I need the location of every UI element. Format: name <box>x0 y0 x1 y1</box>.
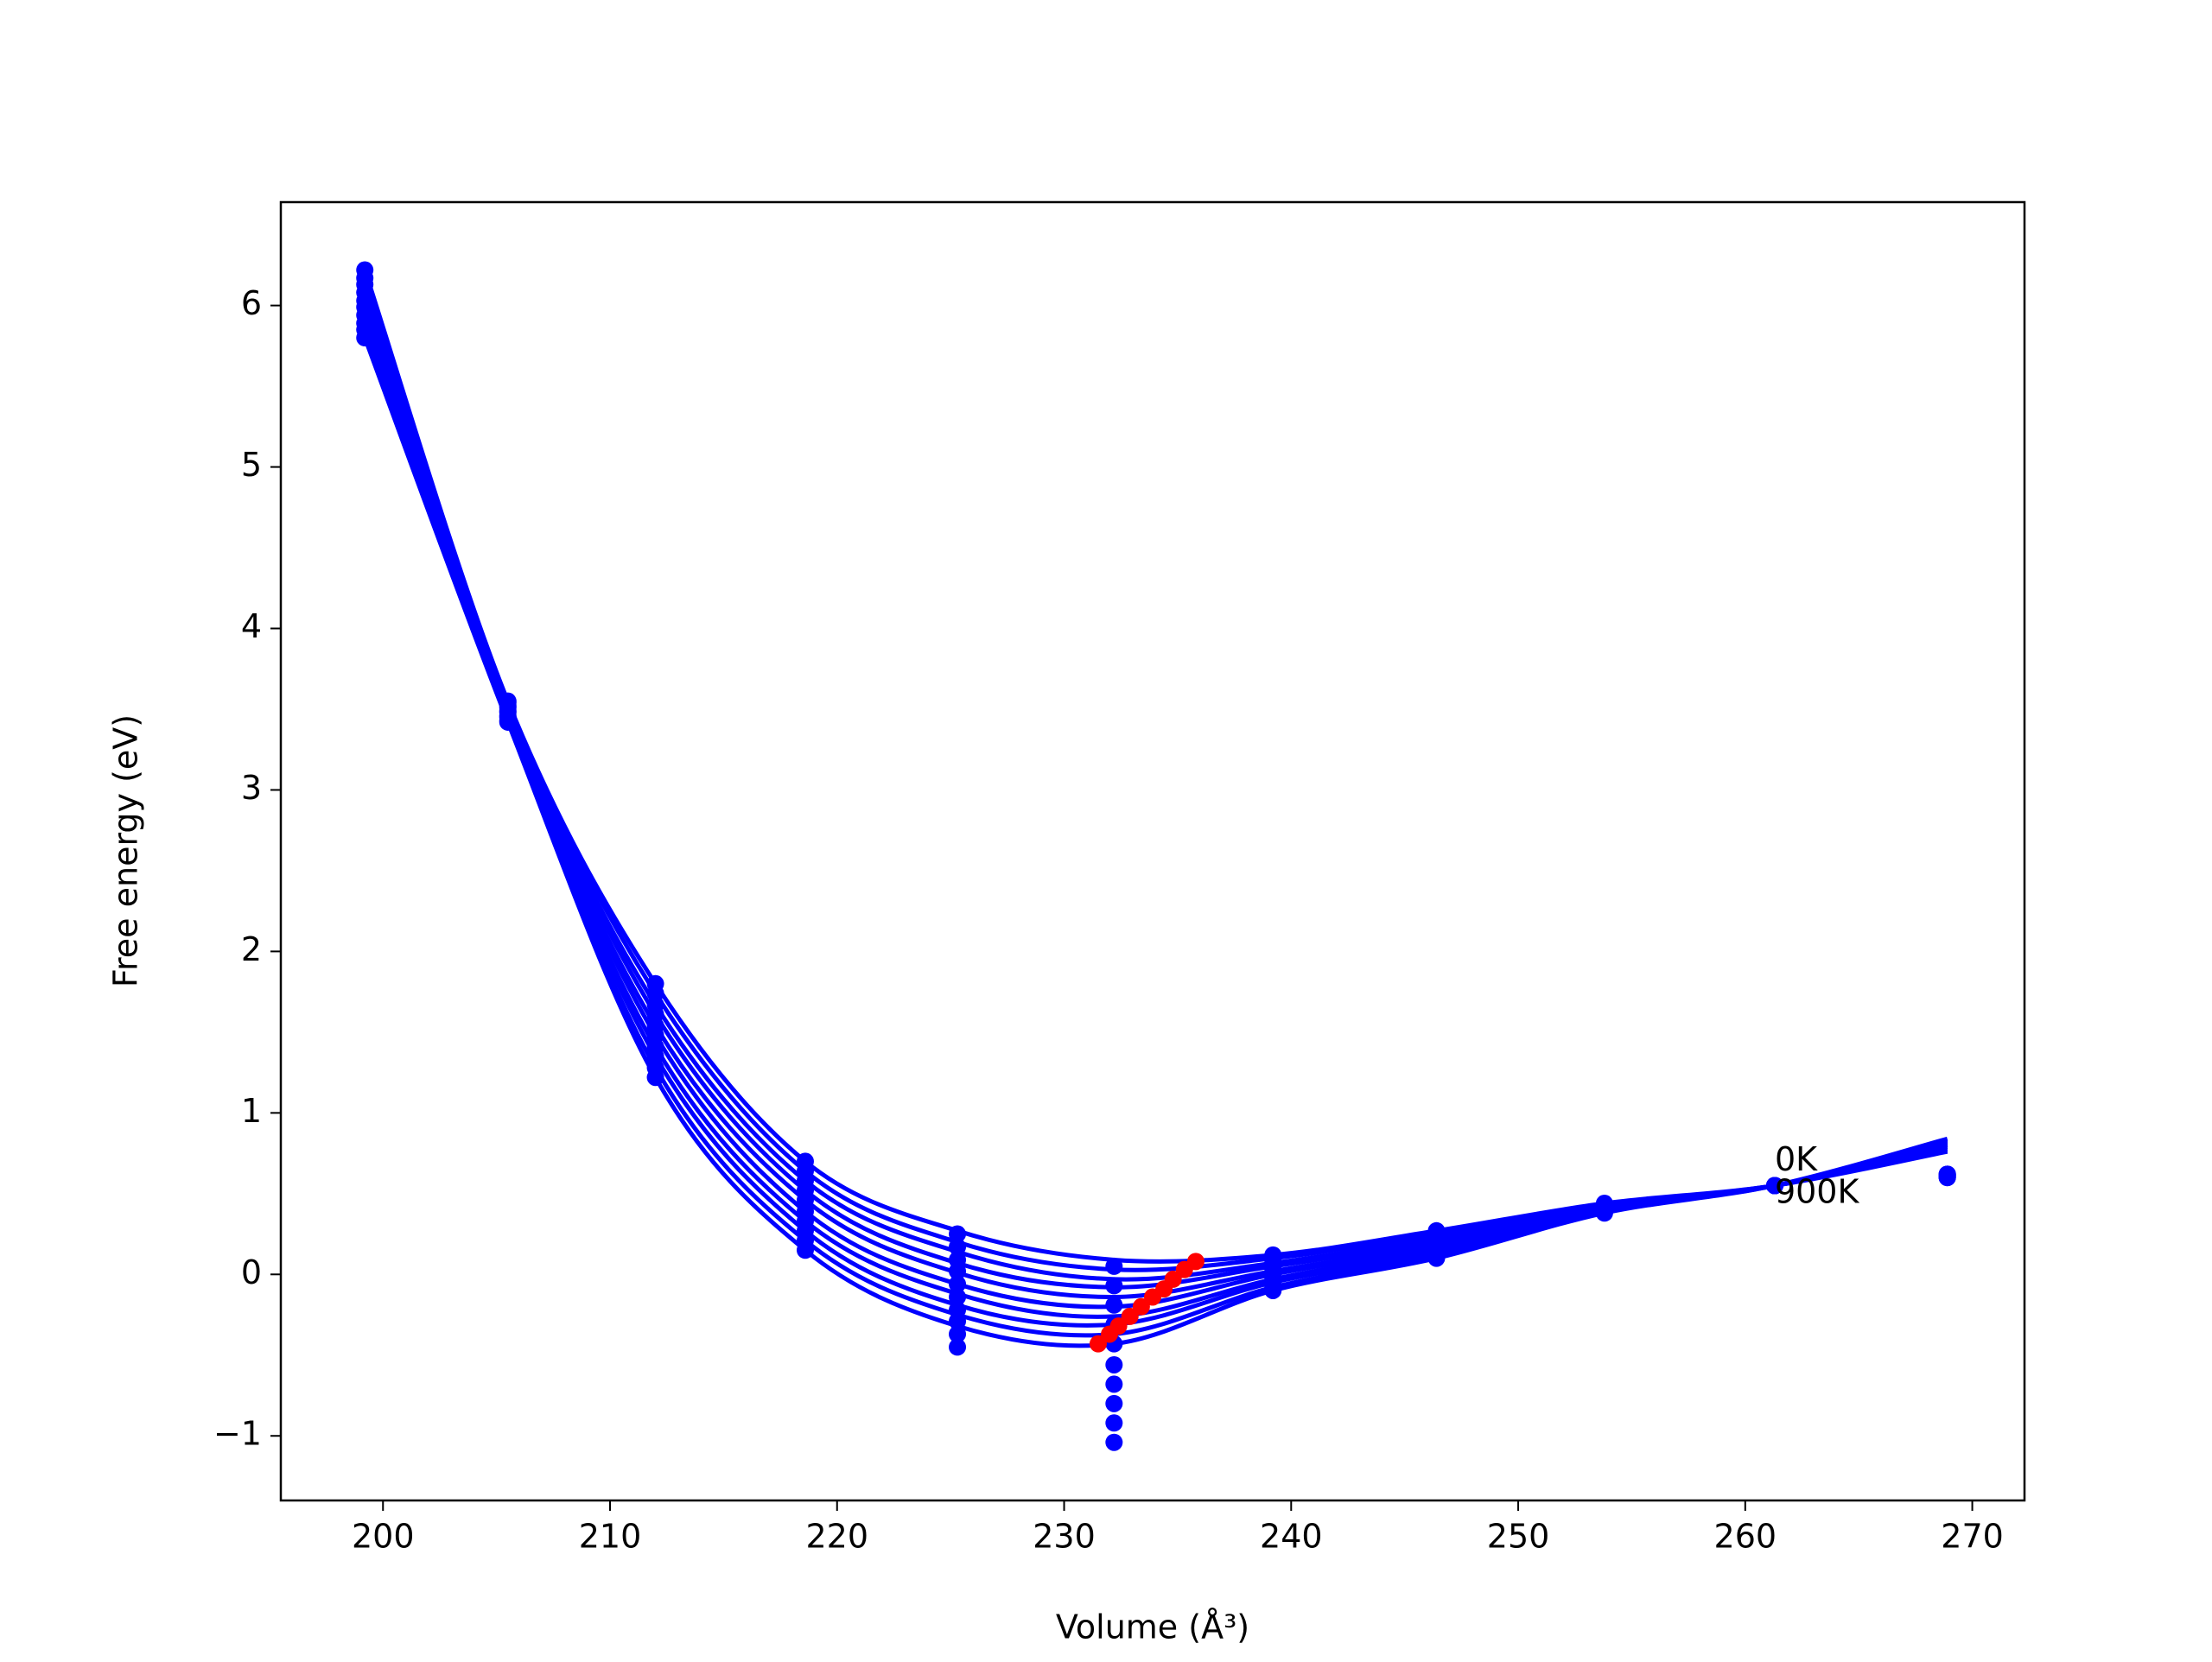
data-point <box>1427 1249 1446 1267</box>
data-point <box>1765 1177 1783 1195</box>
fit-curve <box>362 337 1948 1348</box>
x-tick-label: 260 <box>1714 1518 1777 1556</box>
data-point <box>1105 1433 1123 1451</box>
x-tick-label: 220 <box>805 1518 868 1556</box>
minimum-point <box>1175 1260 1193 1278</box>
fit-curve <box>362 314 1948 1319</box>
x-tick-label: 210 <box>579 1518 642 1556</box>
data-point <box>1264 1281 1282 1299</box>
data-point <box>1105 1375 1123 1393</box>
x-tick-label: 200 <box>352 1518 415 1556</box>
y-tick-label: −1 <box>213 1415 262 1453</box>
data-point <box>949 1262 967 1280</box>
data-point <box>646 1069 664 1087</box>
y-tick-label: 2 <box>241 930 262 968</box>
data-point <box>949 1275 967 1293</box>
y-axis-label: Free energy (eV) <box>107 714 145 987</box>
minimum-point <box>1101 1325 1119 1343</box>
y-tick-label: 6 <box>241 284 262 322</box>
data-point <box>949 1288 967 1306</box>
data-point <box>949 1325 967 1343</box>
data-point <box>949 1338 967 1356</box>
data-point <box>1938 1169 1956 1187</box>
minimum-point <box>1089 1335 1107 1353</box>
data-point <box>796 1241 814 1259</box>
y-tick-label: 3 <box>241 769 262 807</box>
fit-curve <box>362 277 1948 1272</box>
data-point <box>1105 1257 1123 1275</box>
data-point <box>1105 1394 1123 1412</box>
fit-curve <box>362 283 1948 1282</box>
annotation: 0K <box>1775 1140 1818 1178</box>
fit-curve <box>362 322 1948 1328</box>
fit-curve <box>362 269 1948 1264</box>
minimum-point <box>1132 1297 1150 1316</box>
y-tick-label: 1 <box>241 1092 262 1130</box>
fit-curve <box>362 306 1948 1310</box>
x-tick-label: 230 <box>1033 1518 1096 1556</box>
x-tick-label: 270 <box>1941 1518 2004 1556</box>
plot-frame <box>279 200 2026 1502</box>
x-axis-label: Volume (Å³) <box>1056 1608 1249 1646</box>
x-tick-label: 250 <box>1487 1518 1550 1556</box>
minimum-point <box>1121 1307 1139 1325</box>
data-point <box>356 329 374 347</box>
data-point <box>949 1312 967 1330</box>
data-point <box>1105 1355 1123 1373</box>
x-tick-label: 240 <box>1260 1518 1323 1556</box>
y-tick-label: 4 <box>241 607 262 645</box>
data-point <box>1595 1204 1613 1222</box>
y-tick-label: 0 <box>241 1253 262 1291</box>
data-point <box>499 713 517 731</box>
data-point <box>949 1225 967 1243</box>
fit-curve <box>362 300 1948 1299</box>
fit-curve <box>362 291 1948 1290</box>
data-point <box>1105 1296 1123 1314</box>
data-point <box>1105 1414 1123 1432</box>
data-point <box>1105 1277 1123 1295</box>
fit-curve <box>362 328 1948 1338</box>
data-point <box>949 1238 967 1256</box>
y-tick-label: 5 <box>241 446 262 484</box>
annotation: 900K <box>1775 1172 1860 1210</box>
minimum-point <box>1144 1288 1161 1306</box>
